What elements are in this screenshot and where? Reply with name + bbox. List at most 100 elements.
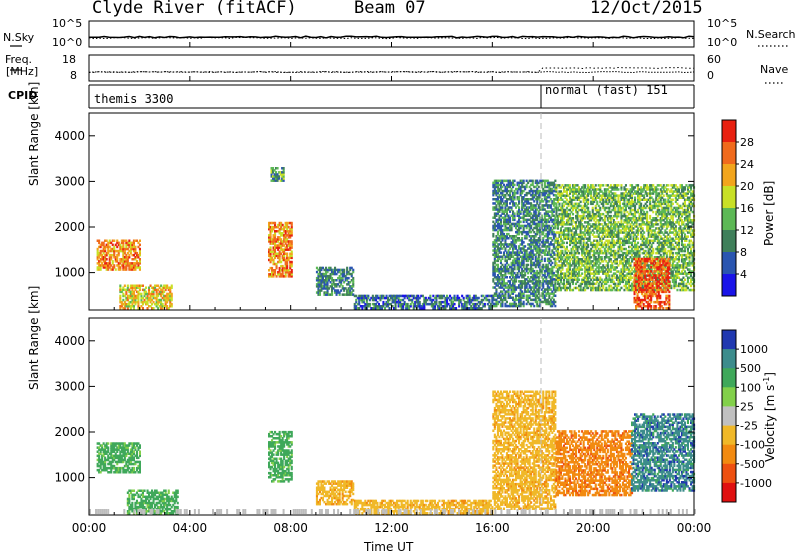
echo-cell — [160, 290, 163, 294]
echo-cell — [593, 231, 596, 234]
echo-cell — [609, 260, 612, 263]
echo-cell — [119, 305, 122, 308]
echo-cell — [605, 243, 608, 247]
echo-cell — [620, 249, 623, 253]
echo-cell — [559, 245, 562, 249]
echo-cell — [631, 227, 634, 230]
echo-cell — [452, 296, 455, 300]
echo-cell — [551, 212, 554, 215]
echo-cell — [569, 190, 572, 193]
echo-cell — [512, 214, 515, 217]
echo-cell — [539, 280, 542, 283]
echo-cell — [406, 296, 409, 300]
echo-cell — [569, 188, 572, 191]
echo-cell — [543, 243, 546, 246]
echo-cell — [512, 269, 515, 273]
echo-cell — [102, 260, 105, 263]
echo-cell — [126, 286, 129, 289]
echo-cell — [315, 283, 318, 286]
echo-cell — [521, 208, 524, 211]
echo-cell — [492, 220, 495, 224]
echo-cell — [501, 191, 504, 195]
echo-cell — [594, 225, 597, 228]
echo-cell — [317, 268, 320, 272]
echo-cell — [620, 210, 623, 214]
date-label: 12/Oct/2015 — [590, 0, 703, 18]
echo-cell — [533, 220, 536, 224]
echo-cell — [149, 305, 152, 308]
echo-cell — [617, 184, 620, 187]
echo-cell — [581, 227, 584, 230]
echo-cell — [164, 302, 167, 306]
echo-cell — [626, 260, 629, 263]
echo-cell — [496, 208, 499, 211]
echo-cell — [499, 181, 502, 185]
echo-cell — [564, 247, 567, 251]
echo-cell — [620, 206, 623, 210]
echo-cell — [575, 188, 578, 191]
echo-cell — [584, 233, 587, 236]
echo-cell — [629, 245, 632, 249]
echo-cell — [518, 300, 521, 304]
echo-cell — [618, 278, 621, 281]
echo-cell — [289, 254, 292, 258]
echo-cell — [502, 216, 505, 219]
echo-cell — [617, 206, 620, 210]
echo-cell — [617, 284, 620, 288]
echo-cell — [275, 177, 278, 180]
echo-cell — [570, 200, 573, 204]
echo-cell — [531, 282, 534, 285]
echo-cell — [519, 271, 522, 275]
echo-cell — [495, 193, 498, 197]
echo-cell — [158, 290, 161, 294]
echo-cell — [507, 296, 510, 299]
echo-cell — [499, 222, 502, 226]
echo-cell — [528, 230, 531, 234]
echo-cell — [505, 243, 508, 246]
echo-cell — [540, 183, 543, 187]
echo-cell — [512, 245, 515, 248]
echo-cell — [536, 218, 539, 222]
echo-cell — [612, 225, 615, 228]
echo-cell — [527, 181, 530, 185]
echo-cell — [512, 212, 515, 215]
echo-cell — [531, 235, 534, 238]
echo-cell — [337, 289, 340, 292]
echo-cell — [284, 271, 287, 274]
echo-cell — [505, 210, 508, 213]
echo-cell — [615, 270, 618, 273]
echo-cell — [611, 204, 614, 208]
echo-cell — [614, 266, 617, 269]
echo-cell — [495, 288, 498, 291]
echo-cell — [283, 244, 286, 247]
echo-cell — [123, 266, 126, 269]
echo-cell — [594, 260, 597, 263]
echo-cell — [98, 253, 101, 257]
echo-cell — [499, 269, 502, 273]
echo-cell — [623, 188, 626, 191]
echo-cell — [539, 218, 542, 222]
echo-cell — [600, 251, 603, 255]
echo-cell — [533, 222, 536, 226]
echo-cell — [274, 273, 277, 276]
echo-cell — [284, 269, 287, 272]
echo-cell — [138, 251, 141, 255]
echo-cell — [593, 286, 596, 290]
echo-cell — [108, 253, 111, 257]
echo-cell — [446, 302, 449, 306]
echo-cell — [283, 256, 286, 260]
echo-cell — [439, 296, 442, 300]
echo-cell — [620, 286, 623, 290]
echo-cell — [522, 196, 525, 199]
echo-cell — [537, 189, 540, 193]
echo-cell — [275, 246, 278, 249]
echo-cell — [125, 243, 128, 247]
echo-cell — [602, 212, 605, 216]
echo-cell — [605, 184, 608, 187]
echo-cell — [499, 226, 502, 230]
echo-cell — [122, 292, 125, 296]
echo-cell — [531, 179, 534, 183]
echo-cell — [496, 210, 499, 213]
echo-cell — [599, 266, 602, 269]
echo-cell — [537, 228, 540, 232]
